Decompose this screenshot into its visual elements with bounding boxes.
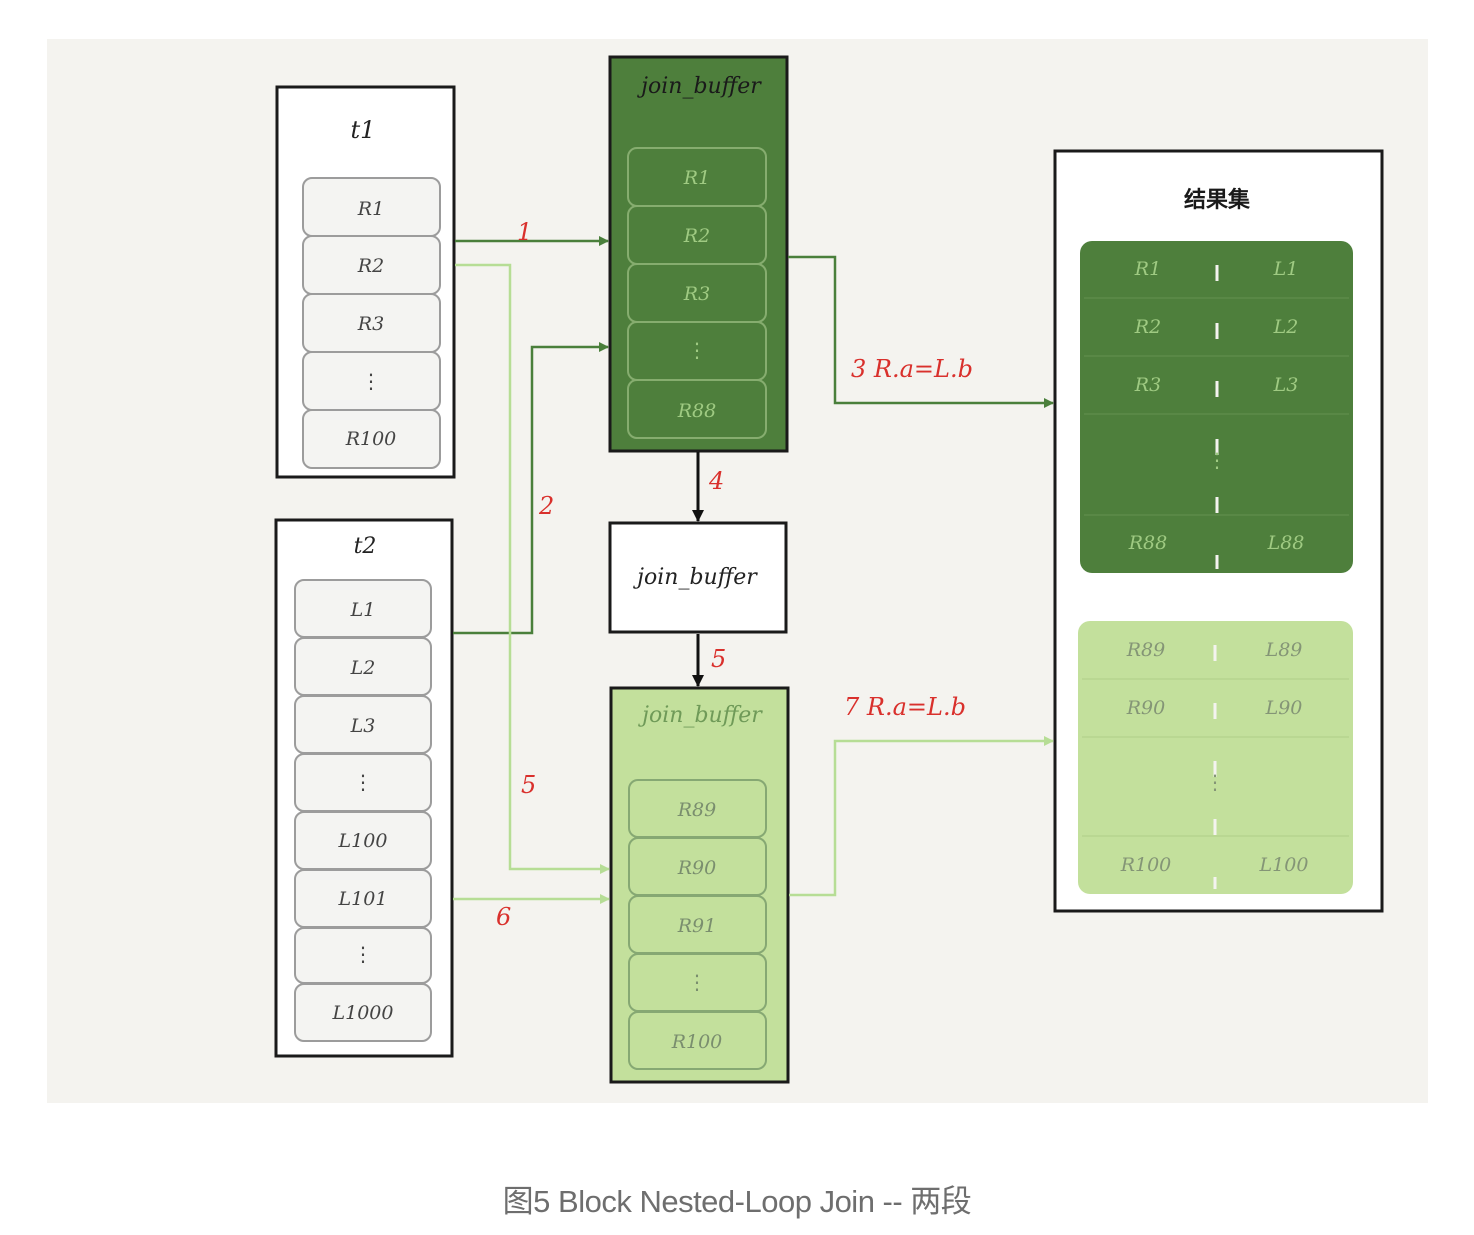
svg-text:⋮: ⋮ <box>687 970 707 994</box>
result-cell: R3 <box>1134 374 1161 396</box>
result-cell: L1 <box>1273 258 1299 280</box>
t1-row: R1 <box>302 177 441 237</box>
svg-text:R2: R2 <box>683 225 710 247</box>
t2-row: L101 <box>294 869 432 928</box>
svg-text:L1: L1 <box>350 599 376 621</box>
t1-row: R3 <box>302 293 441 353</box>
buffer-row: ⋮ <box>628 953 767 1012</box>
svg-text:⋮: ⋮ <box>353 770 373 794</box>
result-cell: L2 <box>1273 316 1299 338</box>
step-label-5-reload: 5 <box>521 771 536 799</box>
step-label-4: 4 <box>708 467 724 495</box>
svg-text:⋮: ⋮ <box>353 942 373 966</box>
svg-text:R100: R100 <box>345 428 397 450</box>
svg-text:R3: R3 <box>357 313 384 335</box>
join-buffer-second: join_buffer R89 R90 R91 ⋮ R100 <box>609 686 790 1084</box>
svg-text:R89: R89 <box>677 799 716 821</box>
step-label-3: 3 R.a=L.b <box>851 355 973 383</box>
buffer-row: R88 <box>627 379 767 439</box>
svg-text:L100: L100 <box>338 830 388 852</box>
result-cell: R88 <box>1128 532 1167 554</box>
t2-row: L1 <box>294 579 432 638</box>
arrow-step-7 <box>789 736 1054 897</box>
result-set-title: 结果集 <box>1184 187 1251 213</box>
step-label-6: 6 <box>496 903 511 931</box>
t1-title: t1 <box>351 116 376 144</box>
result-cell: R1 <box>1134 258 1161 280</box>
t2-title: t2 <box>354 534 377 559</box>
t2-row: ⋮ <box>294 753 432 812</box>
svg-text:L2: L2 <box>350 657 376 679</box>
t2-row: L100 <box>294 811 432 870</box>
result-cell: R90 <box>1126 697 1165 719</box>
t1-row: R2 <box>302 235 441 295</box>
arrow-step-5-reload <box>455 263 610 874</box>
result-cell: R89 <box>1126 639 1165 661</box>
t1-row: ⋮ <box>302 351 441 411</box>
t2-row: L3 <box>294 695 432 754</box>
result-ellipsis: ⋮ <box>1205 770 1225 794</box>
result-set: 结果集 R1 L1 R2 L2 R3 L3 ⋮ R88 L88 R89 <box>1053 149 1384 913</box>
result-cell: R100 <box>1120 854 1172 876</box>
result-cell: L88 <box>1267 532 1305 554</box>
buffer-row: R3 <box>627 263 767 323</box>
arrow-step-2 <box>453 342 609 635</box>
result-ellipsis: ⋮ <box>1207 448 1227 472</box>
svg-text:L1000: L1000 <box>332 1002 394 1024</box>
join-buffer-first: join_buffer R1 R2 R3 ⋮ R88 <box>608 55 789 453</box>
t2-row: L2 <box>294 637 432 696</box>
result-group-second: R89 L89 R90 L90 ⋮ R100 L100 <box>1078 621 1353 894</box>
step-label-1: 1 <box>517 218 532 246</box>
table-t2: t2 L1 L2 L3 ⋮ L100 L101 ⋮ <box>274 518 454 1058</box>
result-cell: R2 <box>1134 316 1161 338</box>
join-buffer-title: join_buffer <box>632 565 758 590</box>
buffer-row: R2 <box>627 205 767 265</box>
svg-text:R1: R1 <box>357 198 384 220</box>
step-label-7: 7 R.a=L.b <box>844 693 966 721</box>
result-group-first: R1 L1 R2 L2 R3 L3 ⋮ R88 L88 <box>1080 241 1353 573</box>
join-buffer-title: join_buffer <box>637 703 763 728</box>
svg-text:⋮: ⋮ <box>361 369 381 393</box>
buffer-row: ⋮ <box>627 321 767 381</box>
svg-text:R88: R88 <box>677 400 716 422</box>
buffer-row: R1 <box>627 147 767 207</box>
svg-text:R3: R3 <box>683 283 710 305</box>
buffer-row: R89 <box>628 779 767 838</box>
svg-text:L101: L101 <box>338 888 388 910</box>
buffer-row: R100 <box>628 1011 767 1070</box>
svg-text:R90: R90 <box>677 857 716 879</box>
step-label-5: 5 <box>711 645 726 673</box>
result-cell: L90 <box>1265 697 1303 719</box>
t1-row: R100 <box>302 409 441 469</box>
table-t1: t1 R1 R2 R3 ⋮ R100 <box>275 85 456 479</box>
step-label-2: 2 <box>538 492 554 520</box>
svg-text:R2: R2 <box>357 255 384 277</box>
t2-row: L1000 <box>294 983 432 1042</box>
arrow-step-3 <box>788 255 1054 408</box>
result-cell: L100 <box>1259 854 1309 876</box>
svg-text:R100: R100 <box>671 1031 723 1053</box>
t2-row: ⋮ <box>294 927 432 984</box>
svg-text:R1: R1 <box>683 167 710 189</box>
join-buffer-cleared: join_buffer <box>608 521 788 634</box>
block-nested-loop-join-diagram: t1 R1 R2 R3 ⋮ R100 t2 L1 <box>274 55 1384 1084</box>
buffer-row: R91 <box>628 895 767 954</box>
join-buffer-title: join_buffer <box>636 74 762 99</box>
svg-text:L3: L3 <box>350 715 376 737</box>
svg-text:⋮: ⋮ <box>687 338 707 362</box>
buffer-row: R90 <box>628 837 767 896</box>
result-cell: L3 <box>1273 374 1299 396</box>
result-cell: L89 <box>1265 639 1303 661</box>
diagram-canvas: t1 R1 R2 R3 ⋮ R100 t2 L1 <box>47 39 1428 1103</box>
svg-text:R91: R91 <box>677 915 716 937</box>
figure-caption: 图5 Block Nested-Loop Join -- 两段 <box>502 1184 972 1219</box>
